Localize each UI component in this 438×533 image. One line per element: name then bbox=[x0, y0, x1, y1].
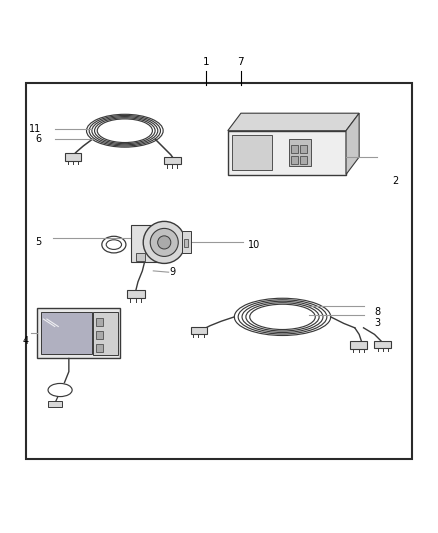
Bar bbox=[41, 312, 92, 354]
Bar bbox=[26, 83, 412, 459]
Circle shape bbox=[150, 229, 178, 256]
Bar bbox=[191, 327, 207, 334]
Text: 8: 8 bbox=[374, 308, 381, 318]
Bar bbox=[96, 318, 103, 326]
Bar bbox=[48, 400, 62, 407]
Text: 11: 11 bbox=[29, 124, 42, 134]
Text: 6: 6 bbox=[35, 134, 42, 144]
Text: 2: 2 bbox=[392, 176, 398, 186]
Circle shape bbox=[143, 221, 185, 263]
Bar bbox=[182, 231, 191, 253]
Bar bbox=[184, 239, 188, 247]
Bar bbox=[289, 140, 311, 166]
Bar bbox=[164, 157, 181, 165]
Bar bbox=[300, 156, 307, 164]
Bar bbox=[232, 135, 272, 170]
Bar bbox=[228, 131, 346, 174]
Bar bbox=[96, 331, 103, 339]
Polygon shape bbox=[228, 113, 359, 131]
Text: 4: 4 bbox=[22, 336, 28, 346]
Bar bbox=[127, 290, 145, 298]
Text: 9: 9 bbox=[169, 266, 175, 277]
Text: 10: 10 bbox=[247, 240, 260, 251]
Circle shape bbox=[158, 236, 171, 249]
Bar bbox=[93, 312, 118, 355]
Bar bbox=[291, 156, 298, 164]
Text: 1: 1 bbox=[202, 57, 209, 67]
Bar bbox=[65, 154, 81, 161]
Bar bbox=[131, 225, 158, 262]
Text: 3: 3 bbox=[374, 318, 381, 328]
Bar bbox=[300, 145, 307, 152]
Bar bbox=[96, 344, 103, 352]
Bar bbox=[374, 341, 391, 349]
Bar bbox=[291, 145, 298, 152]
Text: 7: 7 bbox=[237, 57, 244, 67]
Bar bbox=[136, 253, 145, 261]
Bar bbox=[350, 341, 367, 349]
Bar bbox=[37, 308, 120, 359]
Text: 5: 5 bbox=[35, 237, 42, 247]
Polygon shape bbox=[346, 113, 359, 174]
